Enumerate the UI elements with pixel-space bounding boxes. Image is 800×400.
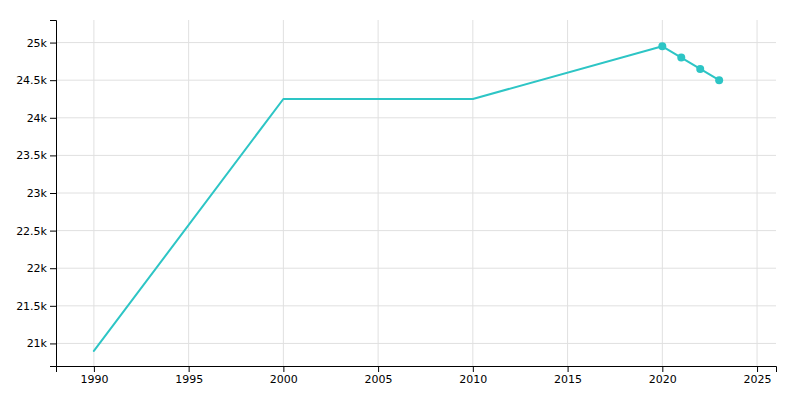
tick-mark bbox=[50, 80, 56, 81]
tick-label: 2020 bbox=[649, 373, 677, 386]
tick-mark bbox=[50, 155, 56, 156]
line bbox=[94, 46, 719, 351]
tick: 22k bbox=[27, 262, 56, 275]
tick-mark bbox=[50, 43, 56, 44]
series-group bbox=[94, 42, 723, 351]
tick-mark bbox=[568, 366, 569, 372]
tick: 2020 bbox=[649, 366, 677, 386]
tick-mark bbox=[189, 366, 190, 372]
tick: 21k bbox=[27, 337, 56, 350]
grid-line-y bbox=[56, 193, 776, 194]
grid-line-y bbox=[56, 343, 776, 344]
tick-label: 21k bbox=[27, 337, 48, 350]
tick-label: 2005 bbox=[365, 373, 393, 386]
tick: 25k bbox=[27, 37, 56, 50]
tick-label: 2015 bbox=[554, 373, 582, 386]
marker bbox=[696, 65, 704, 73]
tick-mark bbox=[50, 343, 56, 344]
tick-label: 24.5k bbox=[16, 74, 47, 87]
tick: 24k bbox=[27, 112, 56, 125]
tick-mark bbox=[378, 366, 379, 372]
tick: 21.5k bbox=[16, 300, 56, 313]
tick-label: 25k bbox=[27, 37, 48, 50]
tick: 2010 bbox=[459, 366, 487, 386]
tick-mark bbox=[662, 366, 663, 372]
grid-line-y bbox=[56, 117, 776, 118]
marker bbox=[677, 54, 685, 62]
tick-label: 2010 bbox=[459, 373, 487, 386]
marker bbox=[715, 76, 723, 84]
tick: 23.5k bbox=[16, 149, 56, 162]
tick: 1990 bbox=[80, 366, 108, 386]
tick: 1995 bbox=[175, 366, 203, 386]
tick-mark bbox=[50, 306, 56, 307]
tick: 2000 bbox=[270, 366, 298, 386]
grid-line-y bbox=[56, 268, 776, 269]
tick-label: 1990 bbox=[80, 373, 108, 386]
tick-label: 2000 bbox=[270, 373, 298, 386]
tick: 2005 bbox=[365, 366, 393, 386]
grid-line-y bbox=[56, 80, 776, 81]
tick-mark bbox=[94, 366, 95, 372]
tick-label: 23.5k bbox=[16, 149, 47, 162]
grid-line-x bbox=[378, 20, 379, 366]
grid-line-x bbox=[283, 20, 284, 366]
tick-label: 23k bbox=[27, 187, 48, 200]
chart: 1990 1995 2000 2005 2010 2015 2020 2025 21k 21.5k… bbox=[0, 0, 800, 400]
x-axis: 1990 1995 2000 2005 2010 2015 2020 2025 bbox=[57, 366, 777, 386]
tick-mark bbox=[473, 366, 474, 372]
tick: 23k bbox=[27, 187, 56, 200]
tick-mark bbox=[50, 231, 56, 232]
marker bbox=[658, 42, 666, 50]
grid-line-x bbox=[757, 20, 758, 366]
grid bbox=[56, 20, 776, 366]
grid-line-y bbox=[56, 305, 776, 306]
grid-line-x bbox=[188, 20, 189, 366]
plot-area: 1990 1995 2000 2005 2010 2015 2020 2025 21k 21.5k… bbox=[16, 20, 776, 386]
tick-label: 22.5k bbox=[16, 225, 47, 238]
grid-line-x bbox=[472, 20, 473, 366]
y-axis: 21k 21.5k 22k 22.5k 23k 23.5k 24k 24.5k 25k bbox=[16, 21, 56, 367]
tick-mark bbox=[283, 366, 284, 372]
tick-mark bbox=[50, 193, 56, 194]
axis-line bbox=[57, 367, 777, 373]
tick-label: 1995 bbox=[175, 373, 203, 386]
tick-mark bbox=[50, 268, 56, 269]
tick-label: 22k bbox=[27, 262, 48, 275]
tick-label: 2025 bbox=[744, 373, 772, 386]
grid-line-y bbox=[56, 42, 776, 43]
axis-line bbox=[50, 21, 57, 367]
grid-line-y bbox=[56, 230, 776, 231]
tick-label: 21.5k bbox=[16, 300, 47, 313]
grid-line-x bbox=[662, 20, 663, 366]
tick: 2015 bbox=[554, 366, 582, 386]
tick-label: 24k bbox=[27, 112, 48, 125]
tick: 22.5k bbox=[16, 225, 56, 238]
tick: 24.5k bbox=[16, 74, 56, 87]
tick-mark bbox=[757, 366, 758, 372]
tick: 2025 bbox=[744, 366, 772, 386]
grid-line-y bbox=[56, 155, 776, 156]
grid-line-x bbox=[93, 20, 94, 366]
tick-mark bbox=[50, 118, 56, 119]
